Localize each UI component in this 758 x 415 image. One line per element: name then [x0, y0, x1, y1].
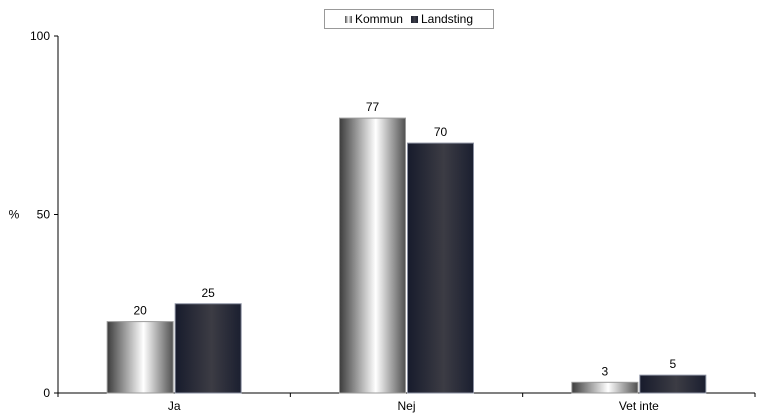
bar-kommun [106, 321, 174, 394]
legend-label-kommun: Kommun [354, 12, 403, 26]
bar-landsting [639, 374, 707, 394]
bar-landsting [174, 303, 242, 394]
legend-label-landsting: Landsting [420, 12, 474, 26]
bar-kommun [339, 117, 406, 394]
bar-landsting [407, 142, 474, 394]
legend-item-landsting: Landsting [410, 12, 474, 26]
bar-kommun [571, 381, 639, 394]
x-tick-label: Nej [397, 399, 415, 413]
data-label-landsting: 70 [434, 125, 448, 139]
data-label-landsting: 5 [669, 357, 676, 371]
chart-axes: 0 50 100% [9, 29, 756, 400]
chart-bars [106, 117, 707, 394]
y-tick-label: 0 [43, 386, 50, 400]
data-label-kommun: 3 [601, 364, 608, 378]
data-label-kommun: 77 [366, 100, 380, 114]
data-label-kommun: 20 [133, 304, 147, 318]
legend-swatch-kommun [344, 15, 352, 23]
chart-legend: Kommun Landsting [324, 9, 494, 29]
y-tick-label: 50 [37, 208, 51, 222]
y-tick-label: 100 [30, 29, 50, 43]
x-tick-label: Ja [168, 399, 181, 413]
data-label-landsting: 25 [201, 286, 215, 300]
x-tick-label: Vet inte [619, 399, 659, 413]
chart-labels: Ja 20 25 Nej 77 70 Vet inte 3 5 [133, 100, 676, 413]
legend-swatch-landsting [410, 15, 418, 23]
y-axis-label: % [9, 208, 20, 222]
legend-item-kommun: Kommun [344, 12, 403, 26]
